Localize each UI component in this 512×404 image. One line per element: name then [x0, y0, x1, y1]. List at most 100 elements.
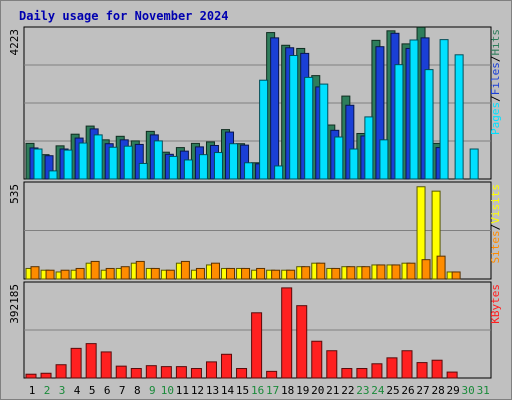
bar-kbytes-6 [100, 351, 112, 379]
bar-pages-6 [108, 146, 118, 180]
x-tick-label: 24 [371, 384, 385, 397]
x-tick-label: 10 [161, 384, 174, 397]
x-tick-label: 8 [134, 384, 141, 397]
bar-pages-24 [379, 139, 389, 180]
bar-kbytes-1 [25, 373, 37, 379]
series-visits [25, 186, 456, 280]
bar-pages-2 [48, 170, 58, 180]
x-tick-label: 29 [446, 384, 459, 397]
x-tick-label: 11 [176, 384, 189, 397]
bar-kbytes-16 [251, 312, 263, 379]
bar-sites-23 [361, 266, 371, 280]
bar-pages-23 [364, 116, 374, 180]
bar-pages-18 [289, 55, 299, 180]
bar-kbytes-9 [145, 365, 157, 379]
x-tick-label: 31 [477, 384, 490, 397]
series-label-part: / [489, 95, 502, 102]
bar-sites-29 [451, 271, 461, 280]
x-tick-label: 15 [236, 384, 249, 397]
bar-kbytes-28 [431, 359, 443, 379]
bar-sites-16 [256, 267, 266, 280]
bar-sites-7 [120, 266, 130, 280]
bar-kbytes-24 [371, 363, 383, 379]
series-label-part: Pages [489, 102, 502, 135]
series-label-part: / [489, 224, 502, 231]
x-tick-label: 21 [326, 384, 339, 397]
series-sites [30, 255, 461, 280]
series-label-part: / [489, 56, 502, 63]
bar-sites-3 [60, 269, 70, 280]
bar-pages-29 [454, 54, 464, 180]
bar-pages-9 [153, 140, 163, 180]
x-tick-label: 17 [266, 384, 279, 397]
bar-sites-28 [436, 255, 446, 280]
bar-pages-27 [424, 69, 434, 180]
bar-kbytes-29 [446, 371, 458, 379]
chart-panels: 4223Pages/Files/Hits535Sites/Visits39218… [8, 26, 502, 379]
chart-title: Daily usage for November 2024 [19, 9, 229, 23]
series-label-part: Hits [489, 29, 502, 56]
bar-sites-17 [271, 269, 281, 280]
bar-pages-20 [319, 83, 329, 180]
bar-pages-21 [334, 136, 344, 180]
bar-sites-4 [75, 267, 85, 280]
x-tick-label: 26 [401, 384, 414, 397]
x-axis: 1 2 3 4 5 6 7 8 9 10 11 12 13 14 15 16 17 18 19 20 21 22 23 24 2… [29, 384, 490, 397]
x-tick-label: 7 [119, 384, 126, 397]
panel-bottom: 392185 KBytes [8, 281, 502, 379]
x-tick-label: 16 [251, 384, 264, 397]
bar-pages-7 [123, 145, 133, 180]
bar-sites-20 [316, 262, 326, 280]
series-label-part: KBytes [489, 284, 502, 324]
bar-pages-26 [409, 39, 419, 180]
bar-kbytes-11 [175, 366, 187, 379]
bar-sites-15 [241, 267, 251, 280]
panel-middle-series-label: Sites/Visits [489, 184, 502, 264]
bar-sites-19 [301, 266, 311, 280]
series-label-part: Files [489, 62, 502, 95]
bar-sites-25 [391, 264, 401, 280]
bar-pages-28 [439, 39, 449, 180]
bar-sites-8 [135, 260, 145, 280]
x-tick-label: 20 [311, 384, 324, 397]
panel-top-max-label: 4223 [8, 29, 21, 56]
series-kbytes [25, 287, 458, 379]
x-tick-label: 27 [416, 384, 429, 397]
series-label-part: Visits [489, 184, 502, 224]
bar-pages-4 [78, 142, 88, 180]
bar-sites-18 [286, 269, 296, 280]
x-tick-label: 22 [341, 384, 354, 397]
bar-kbytes-21 [326, 350, 338, 379]
bar-kbytes-12 [190, 368, 202, 379]
bar-kbytes-23 [356, 368, 368, 379]
x-tick-label: 2 [44, 384, 51, 397]
bar-pages-10 [168, 155, 178, 180]
bar-sites-10 [165, 269, 175, 280]
bar-sites-26 [406, 262, 416, 280]
bar-pages-25 [394, 64, 404, 180]
x-tick-label: 23 [356, 384, 369, 397]
x-tick-label: 6 [104, 384, 111, 397]
x-tick-label: 4 [74, 384, 81, 397]
bar-pages-17 [274, 165, 284, 180]
bar-kbytes-19 [296, 305, 308, 379]
panel-middle-max-label: 535 [8, 184, 21, 204]
bar-pages-5 [93, 134, 103, 180]
bar-kbytes-8 [130, 368, 142, 379]
bar-pages-11 [183, 159, 193, 180]
bar-kbytes-22 [341, 368, 353, 379]
bar-kbytes-25 [386, 357, 398, 379]
bar-sites-5 [90, 260, 100, 280]
series-label-part: Sites [489, 230, 502, 263]
x-tick-label: 12 [191, 384, 204, 397]
bar-sites-22 [346, 266, 356, 280]
bar-pages-30 [469, 148, 479, 180]
bar-kbytes-4 [70, 347, 82, 379]
bar-kbytes-2 [40, 372, 52, 379]
panel-middle: 535 Sites/Visits [8, 181, 502, 280]
bar-pages-3 [63, 149, 73, 180]
bar-kbytes-7 [115, 365, 127, 379]
